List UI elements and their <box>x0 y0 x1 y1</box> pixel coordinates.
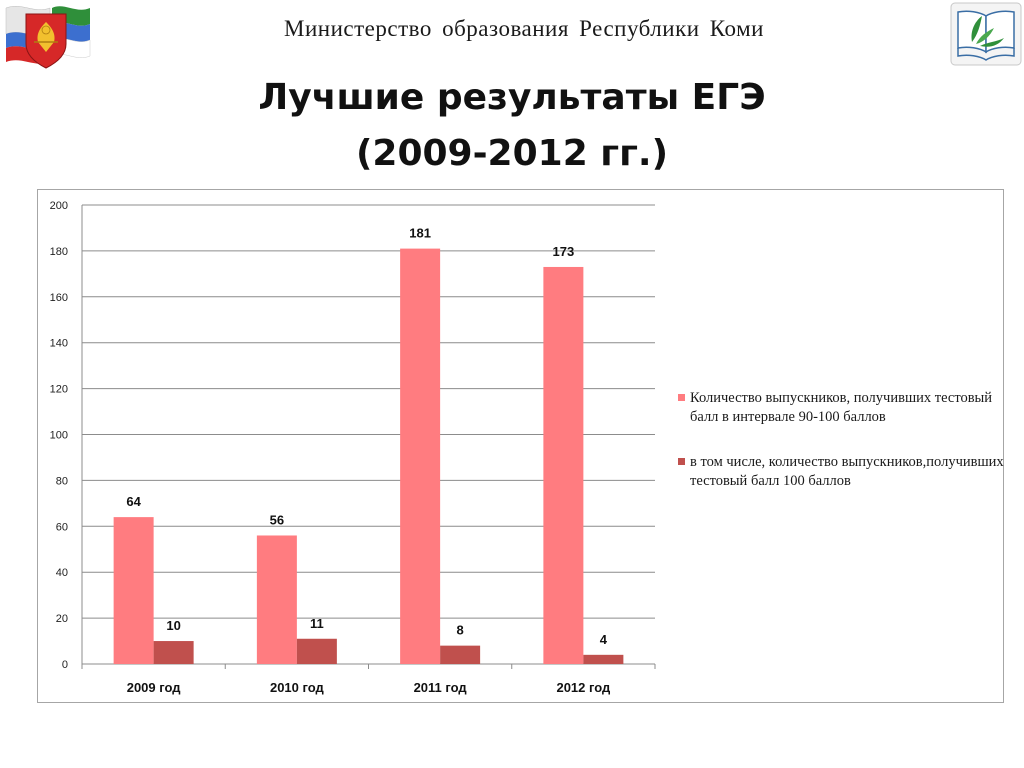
legend-item-series-2: в том числе, количество выпускников,полу… <box>676 453 1006 491</box>
y-tick-label: 60 <box>56 521 68 533</box>
y-tick-label: 100 <box>50 430 68 442</box>
y-tick-label: 0 <box>62 659 68 671</box>
chart-frame <box>37 189 1004 703</box>
data-label-series-1: 56 <box>270 512 284 527</box>
data-label-series-1: 64 <box>126 494 141 509</box>
y-tick-label: 20 <box>56 613 68 625</box>
data-label-series-1: 173 <box>553 244 575 259</box>
data-label-series-1: 181 <box>409 226 431 241</box>
slide-title-line-2: (2009-2012 гг.) <box>355 133 669 174</box>
y-tick-label: 160 <box>50 292 68 304</box>
y-tick-label: 140 <box>50 338 68 350</box>
y-tick-label: 180 <box>50 246 68 258</box>
data-label-series-2: 10 <box>166 618 180 633</box>
bar-series-2 <box>296 638 337 664</box>
data-label-series-2: 4 <box>600 632 608 647</box>
open-book-icon <box>950 2 1022 66</box>
bar-series-1 <box>543 266 584 664</box>
legend-swatch-series-2 <box>678 458 685 465</box>
komi-coat-of-arms-icon <box>5 6 91 69</box>
y-tick-label: 80 <box>56 475 68 487</box>
legend-label-series-1: Количество выпускников, получивших тесто… <box>690 390 993 425</box>
legend-item-series-1: Количество выпускников, получивших тесто… <box>676 389 1006 427</box>
data-label-series-2: 8 <box>457 623 464 638</box>
bar-series-2 <box>583 654 624 664</box>
legend-swatch-series-1 <box>678 394 685 401</box>
slide-title: Лучшие результаты ЕГЭ (2009-2012 гг.) <box>0 70 1024 182</box>
x-tick-label: 2011 год <box>414 680 468 695</box>
x-tick-label: 2009 год <box>127 680 182 695</box>
bar-series-1 <box>400 248 441 665</box>
bar-series-1 <box>256 535 297 664</box>
ministry-header: Министерство образования Республики Коми <box>284 16 764 41</box>
bar-series-1 <box>113 517 154 664</box>
y-tick-label: 200 <box>50 200 68 212</box>
chart-legend: Количество выпускников, получивших тесто… <box>676 389 1006 517</box>
y-tick-label: 120 <box>50 384 68 396</box>
legend-label-series-2: в том числе, количество выпускников,полу… <box>690 454 1004 489</box>
y-tick-label: 40 <box>56 567 68 579</box>
bar-series-2 <box>153 641 194 664</box>
x-tick-label: 2010 год <box>270 680 325 695</box>
bar-series-2 <box>440 645 481 664</box>
data-label-series-2: 11 <box>310 616 324 631</box>
slide-title-line-1: Лучшие результаты ЕГЭ <box>258 77 766 118</box>
x-tick-label: 2012 год <box>556 680 611 695</box>
header-band <box>0 0 1024 68</box>
